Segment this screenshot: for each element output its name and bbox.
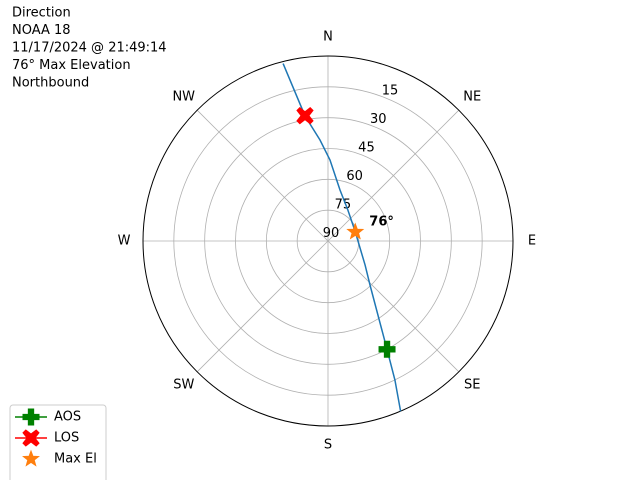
info-line: 76° Max Elevation [12,58,131,73]
info-line: Northbound [12,76,89,91]
grid-spoke [327,109,460,242]
info-line: NOAA 18 [12,23,71,38]
r-tick-label: 90 [323,226,340,241]
legend-marker [22,449,40,467]
legend-label: AOS [54,410,81,425]
marker-plus [378,340,396,358]
polar-frame [142,55,514,427]
legend-marker [22,408,40,426]
grid-spoke [196,240,329,373]
info-line: 11/17/2024 @ 21:49:14 [12,41,167,56]
r-tick-label: 15 [382,84,399,99]
r-tick-label: 45 [358,141,375,156]
marker-star [346,222,365,240]
theta-tick-label: SE [464,378,480,393]
info-line: Direction [12,6,71,21]
theta-tick-label: W [118,234,131,249]
legend-marker [22,429,40,447]
theta-tick-label: NW [172,89,195,104]
theta-tick-label: S [324,438,332,453]
grid-spoke [327,240,460,373]
legend-label: Max El [54,452,97,467]
r-tick-label: 60 [346,169,363,184]
theta-tick-label: SW [173,378,194,393]
theta-tick-label: N [323,30,333,45]
theta-tick-label: NE [463,89,481,104]
theta-tick-label: E [528,234,536,249]
r-tick-label: 30 [370,112,387,127]
grid-spoke [196,109,329,242]
legend-label: LOS [54,431,79,446]
marker-x [296,106,314,125]
annotation: 76° [369,214,394,229]
